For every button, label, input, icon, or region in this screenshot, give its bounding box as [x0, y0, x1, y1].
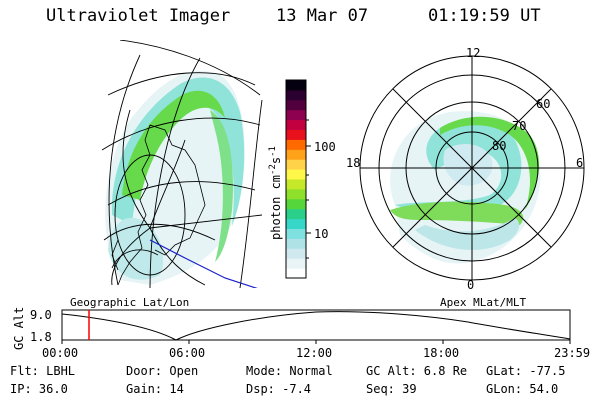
- coastline: [111, 124, 206, 286]
- timeline-y-min: 1.8: [30, 330, 52, 344]
- timeline-tick-0600: 06:00: [169, 346, 206, 360]
- timeline-tick-0000: 00:00: [42, 346, 79, 360]
- colorbar-segment: [286, 119, 306, 130]
- terminator-line: [149, 239, 258, 288]
- polar-map-label: Apex MLat/MLT: [440, 296, 527, 309]
- timeline-y-max: 9.0: [30, 308, 52, 322]
- colorbar-segment: [286, 80, 306, 91]
- mlat-label-60: 60: [536, 97, 551, 111]
- timeline-tick-2359: 23:59: [554, 346, 591, 360]
- colorbar-segment: [286, 238, 306, 249]
- colorbar-segment: [286, 99, 306, 111]
- mlt-label-18: 18: [346, 156, 361, 170]
- colorbar-tick-100: 100: [314, 140, 336, 154]
- aurora-right-band: [210, 110, 234, 262]
- aurora-green-band: [122, 90, 225, 200]
- status-mode: Mode: Normal: [246, 364, 333, 378]
- status-ip: IP: 36.0: [10, 382, 68, 396]
- colorbar-segment: [286, 109, 306, 121]
- status-glon: GLon: 54.0: [486, 382, 559, 396]
- colorbar-segment: [286, 139, 306, 150]
- colorbar-segment: [286, 149, 306, 160]
- aurora-low-patch: [108, 217, 164, 280]
- colorbar-segment: [286, 179, 306, 190]
- status-gc-alt: GC Alt: 6.8 Re: [366, 364, 468, 378]
- mlt-label-12: 12: [466, 46, 481, 60]
- status-gain: Gain: 14: [126, 382, 184, 396]
- date-label: 13 Mar 07: [276, 6, 369, 26]
- mlt-label-0: 0: [467, 278, 475, 292]
- geographic-map: [101, 40, 263, 288]
- mlat-label-80: 80: [492, 139, 507, 153]
- colorbar-tick-10: 10: [314, 227, 329, 241]
- colorbar-segment: [286, 169, 306, 180]
- timeline-tick-1200: 12:00: [296, 346, 333, 360]
- colorbar-segment: [286, 89, 306, 101]
- status-seq: Seq: 39: [366, 382, 417, 396]
- color-bar: [286, 80, 306, 279]
- status-glat: GLat: -77.5: [486, 364, 566, 378]
- colorbar-segment: [286, 208, 306, 220]
- instrument-title: Ultraviolet Imager: [46, 6, 231, 26]
- colorbar-segment: [286, 218, 306, 229]
- colorbar-unit-label: photon cm-2s-1: [268, 146, 283, 240]
- mlt-label-6: 6: [576, 156, 584, 170]
- status-dsp: Dsp: -7.4: [246, 382, 312, 396]
- timeline-tick-1800: 18:00: [423, 346, 460, 360]
- polar-center-patch: [443, 144, 493, 186]
- colorbar-segment: [286, 258, 306, 269]
- timeline-axis-label: GC Alt: [12, 306, 26, 350]
- colorbar-segment: [286, 198, 306, 210]
- altitude-timeline: [61, 309, 571, 344]
- colorbar-segment: [286, 129, 306, 140]
- polar-cyan-oval: [395, 120, 522, 212]
- status-flt: Flt: LBHL: [10, 364, 76, 378]
- colorbar-segment: [286, 248, 306, 259]
- status-door: Door: Open: [126, 364, 199, 378]
- colorbar-segment: [286, 228, 306, 239]
- time-label: 01:19:59 UT: [428, 6, 541, 26]
- colorbar-segment: [286, 188, 306, 200]
- polar-map: [359, 55, 585, 281]
- colorbar-segment: [286, 268, 306, 279]
- geographic-map-label: Geographic Lat/Lon: [70, 296, 190, 309]
- mlat-label-70: 70: [512, 119, 527, 133]
- colorbar-segment: [286, 159, 306, 170]
- altitude-curve: [61, 311, 571, 341]
- polar-green-lower: [390, 201, 524, 225]
